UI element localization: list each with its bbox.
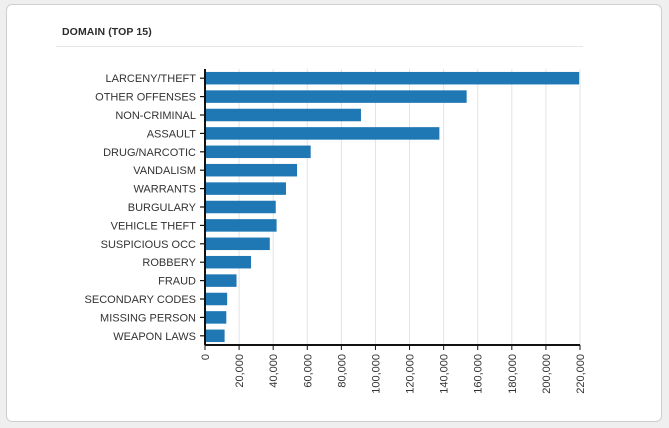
- x-tick-label: 20,000: [234, 354, 246, 388]
- category-label: FRAUD: [158, 276, 196, 288]
- bar: [205, 237, 270, 251]
- bar: [205, 200, 276, 214]
- category-label: BURGULARY: [128, 202, 197, 214]
- x-tick-label: 40,000: [268, 354, 280, 388]
- category-label: VANDALISM: [133, 165, 196, 177]
- category-label: LARCENY/THEFT: [106, 73, 197, 85]
- bar: [205, 311, 227, 324]
- x-tick-label: 200,000: [541, 354, 553, 394]
- x-tick-label: 0: [200, 354, 212, 360]
- category-label: SUSPICIOUS OCC: [101, 239, 196, 251]
- bar: [205, 163, 298, 177]
- bar: [205, 145, 311, 159]
- category-label: MISSING PERSON: [100, 312, 196, 324]
- x-tick-label: 220,000: [575, 354, 587, 394]
- bar: [205, 108, 361, 122]
- bar: [205, 329, 225, 343]
- bar: [205, 219, 277, 232]
- category-label: DRUG/NARCOTIC: [103, 147, 196, 159]
- bar: [205, 90, 467, 103]
- category-label: OTHER OFFENSES: [95, 92, 196, 104]
- axes: [200, 69, 581, 350]
- category-label: ASSAULT: [147, 128, 197, 140]
- category-label: SECONDARY CODES: [85, 294, 196, 306]
- bar: [205, 182, 286, 195]
- x-tick-label: 160,000: [473, 354, 485, 394]
- x-tick-label: 100,000: [370, 354, 382, 394]
- category-label: VEHICLE THEFT: [111, 220, 197, 232]
- x-tick-label: 120,000: [405, 354, 417, 394]
- axis-labels: 0 20,000 40,000 60,000 80,000 100,000 120,000 1…: [85, 73, 587, 394]
- bar: [205, 255, 252, 269]
- bars: [205, 71, 580, 343]
- category-label: NON-CRIMINAL: [115, 110, 196, 122]
- bar: [205, 274, 237, 287]
- panel-title: DOMAIN (TOP 15): [62, 26, 152, 38]
- bar: [205, 292, 228, 306]
- bar: [205, 71, 580, 85]
- x-tick-label: 140,000: [439, 354, 451, 394]
- x-tick-label: 60,000: [302, 354, 314, 388]
- x-tick-label: 80,000: [336, 354, 348, 388]
- title-divider: [56, 46, 583, 47]
- category-label: WEAPON LAWS: [113, 331, 196, 343]
- category-label: WARRANTS: [133, 184, 196, 196]
- x-tick-label: 180,000: [507, 354, 519, 394]
- category-label: ROBBERY: [142, 257, 196, 269]
- bar: [205, 127, 440, 140]
- grid-lines: [238, 69, 581, 345]
